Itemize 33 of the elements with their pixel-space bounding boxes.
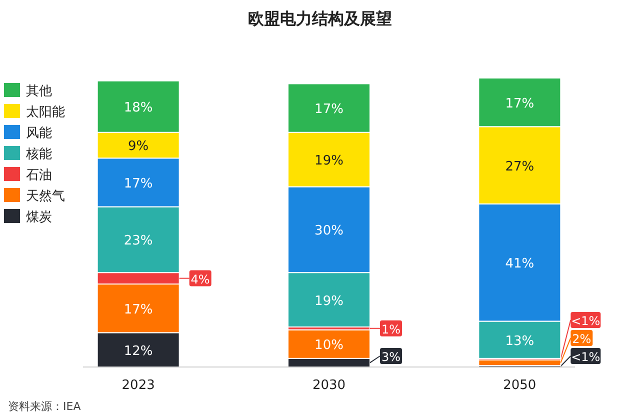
legend-label: 其他 [26, 84, 52, 99]
data-label: <1% [571, 350, 600, 364]
data-label: 13% [505, 334, 534, 349]
data-label: 30% [314, 224, 344, 239]
legend-label: 煤炭 [26, 210, 52, 225]
data-label: 27% [505, 159, 534, 174]
data-label: 18% [124, 100, 153, 116]
data-label: 19% [314, 294, 344, 309]
x-tick-label: 2050 [503, 378, 536, 393]
data-label: 17% [314, 102, 344, 118]
data-label: 9% [128, 139, 149, 154]
legend-label: 核能 [25, 147, 52, 162]
data-label: 1% [381, 322, 401, 336]
data-label: 23% [124, 234, 153, 249]
data-label: 4% [190, 272, 210, 286]
data-label: 3% [381, 350, 401, 364]
data-label: 17% [124, 302, 153, 318]
data-label: 41% [505, 256, 534, 272]
chart-title: 欧盟电力结构及展望 [248, 9, 392, 28]
data-label: 17% [505, 96, 534, 112]
data-label: 2% [572, 332, 592, 346]
legend-label: 太阳能 [26, 105, 65, 120]
text: 资料来源：IEA [8, 400, 82, 413]
data-label: 17% [124, 176, 153, 192]
data-label: 19% [314, 154, 344, 169]
data-label: 12% [124, 344, 153, 359]
x-tick-label: 2023 [122, 378, 155, 393]
legend-label: 风能 [26, 126, 52, 141]
data-label: 10% [314, 338, 344, 354]
x-tick-label: 2030 [312, 378, 346, 393]
legend-label: 天然气 [26, 189, 65, 204]
data-label: <1% [571, 314, 600, 328]
legend-label: 石油 [26, 168, 52, 183]
